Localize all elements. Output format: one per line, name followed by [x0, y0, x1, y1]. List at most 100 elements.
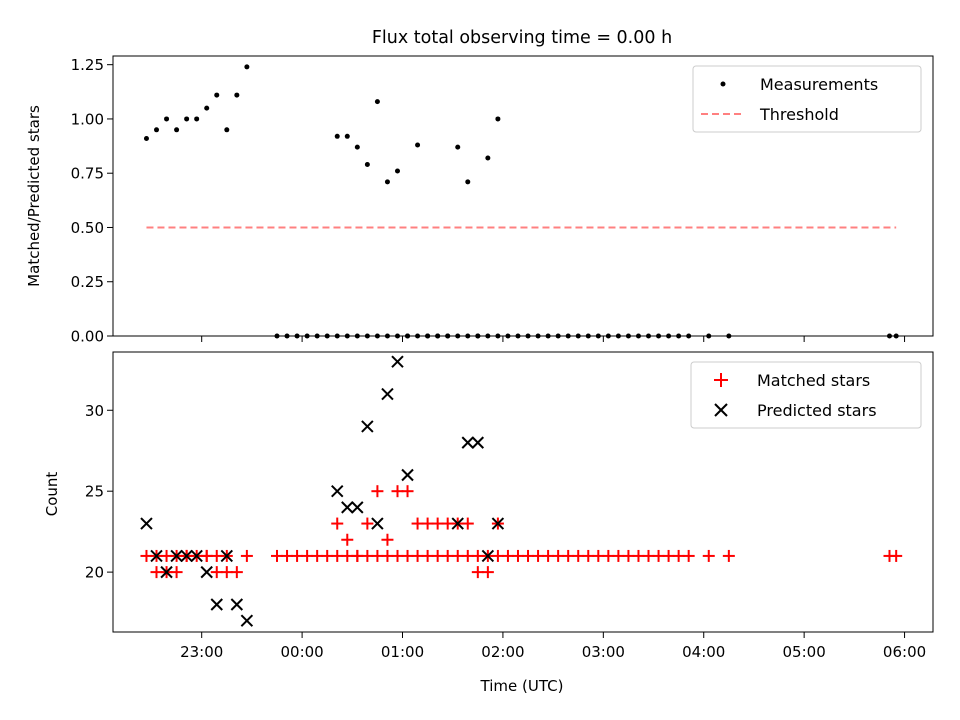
predicted-star-stroke-b	[160, 565, 173, 579]
matched-star-point	[602, 549, 615, 562]
measurement-point	[344, 333, 350, 339]
predicted-star-stroke-b	[170, 549, 183, 563]
matched-star-point	[511, 549, 524, 562]
predicted-star-stroke-b	[150, 549, 163, 563]
bottom-axes-frame	[112, 351, 934, 633]
measurement-point	[164, 116, 170, 122]
predicted-star-stroke-b	[331, 484, 344, 498]
matched-star-point	[371, 485, 384, 498]
measurement-point	[174, 127, 180, 133]
measurement-point	[455, 144, 461, 150]
matched-star-point	[622, 549, 635, 562]
matched-star-point	[461, 549, 474, 562]
matched-star-point	[431, 517, 444, 530]
matched-star-point	[592, 549, 605, 562]
matched-star-point	[582, 549, 595, 562]
predicted-star-point	[371, 517, 384, 530]
predicted-star-stroke-b	[481, 549, 495, 563]
legend-matched-marker	[714, 373, 728, 387]
predicted-star-point	[210, 598, 223, 611]
matched-star-point	[361, 549, 374, 562]
matched-star-point	[140, 549, 153, 562]
matched-star-point	[451, 549, 464, 562]
predicted-star-point	[240, 614, 254, 627]
predicted-star-point	[140, 517, 153, 530]
measurement-point	[405, 333, 411, 339]
bottom-xtick-label: 00:00	[280, 643, 323, 661]
matched-star-point	[170, 566, 183, 579]
measurement-point	[435, 333, 441, 339]
predicted-star-point	[341, 501, 354, 514]
measurement-point	[676, 333, 682, 339]
legend-predicted-label: Predicted stars	[757, 401, 877, 420]
predicted-star-stroke-b	[200, 565, 213, 579]
predicted-star-stroke-b	[230, 598, 244, 611]
matched-star-point	[652, 549, 665, 562]
measurement-point	[455, 333, 461, 339]
measurement-point	[465, 179, 471, 185]
matched-star-point	[230, 566, 243, 579]
predicted-star-point	[471, 436, 485, 449]
matched-star-point	[461, 517, 474, 530]
matched-star-point	[391, 549, 404, 562]
bottom-y-ticks: 20 25 30	[85, 402, 113, 582]
measurement-point	[425, 333, 431, 339]
matched-star-point	[542, 549, 555, 562]
bottom-legend-box	[690, 361, 922, 429]
measurement-point	[204, 105, 210, 111]
predicted-star-stroke-b	[351, 501, 364, 514]
top-y-axis-label: Matched/Predicted stars	[25, 105, 43, 287]
matched-star-point	[210, 566, 223, 579]
predicted-star-point	[200, 565, 213, 579]
measurement-point	[364, 162, 370, 168]
matched-star-point	[421, 517, 434, 530]
measurement-point	[615, 333, 621, 339]
matched-star-point	[401, 549, 414, 562]
measurement-point	[344, 133, 350, 139]
measurement-point	[214, 92, 220, 98]
measurement-point	[595, 333, 601, 339]
predicted-star-point	[391, 355, 404, 368]
matched-star-point	[501, 549, 514, 562]
measurement-point	[495, 333, 501, 339]
matched-star-point	[301, 549, 314, 562]
measurement-point	[374, 333, 380, 339]
top-legend: Measurements Threshold	[692, 65, 922, 133]
matched-star-point	[150, 566, 163, 579]
matched-star-point	[291, 549, 304, 562]
matched-star-point	[481, 566, 494, 579]
predicted-star-stroke-b	[220, 549, 234, 563]
predicted-star-stroke-b	[491, 517, 505, 530]
legend-predicted-marker	[714, 403, 728, 417]
matched-star-point	[441, 517, 454, 530]
matched-star-point	[331, 517, 344, 530]
measurement-point	[686, 333, 692, 339]
measurement-point	[585, 333, 591, 339]
predicted-star-point	[220, 549, 234, 563]
top-panel: 0.00 0.25 0.50 0.75 1.00 1.25 Matched/Predict…	[25, 55, 934, 346]
bottom-plot-marks	[140, 355, 903, 627]
predicted-star-point	[401, 468, 414, 482]
matched-star-point	[411, 549, 424, 562]
bottom-x-ticks: 23:00 00:00 01:00 02:00 03:00 04:00 05:00 06:00	[180, 632, 926, 661]
matched-star-point	[572, 549, 585, 562]
matched-star-point	[491, 549, 504, 562]
predicted-star-stroke-b	[210, 598, 223, 611]
matched-star-point	[351, 549, 364, 562]
measurement-point	[334, 133, 340, 139]
x-axis-label: Time (UTC)	[480, 677, 564, 695]
measurement-point	[495, 116, 501, 122]
measurement-point	[234, 92, 240, 98]
matched-star-point	[341, 549, 354, 562]
measurement-point	[485, 333, 491, 339]
bottom-xtick-label: 06:00	[883, 643, 926, 661]
legend-matched-label: Matched stars	[757, 371, 870, 390]
predicted-star-point	[190, 549, 203, 563]
measurement-point	[304, 333, 310, 339]
measurement-point	[334, 333, 340, 339]
measurement-point	[646, 333, 652, 339]
bottom-xtick-label: 23:00	[180, 643, 223, 661]
measurement-point	[384, 333, 390, 339]
measurement-point	[525, 333, 531, 339]
